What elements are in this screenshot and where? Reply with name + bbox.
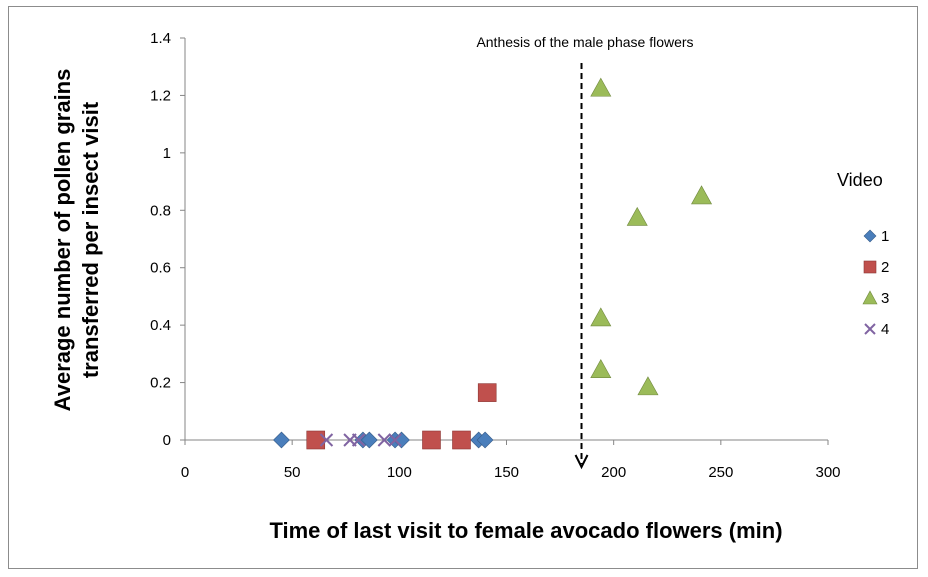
- y-tick-label: 1: [163, 145, 171, 162]
- y-axis-ticks: 0 0.2 0.4 0.6 0.8 1 1.2 1.4: [150, 30, 185, 449]
- y-axis-title-line-2: transferred per insect visit: [78, 101, 103, 378]
- y-tick-label: 0.2: [150, 375, 171, 392]
- x-tick-label: 0: [181, 464, 189, 481]
- x-tick-label: 150: [494, 464, 519, 481]
- y-tick-label: 0.6: [150, 260, 171, 277]
- data-point-series-2: [306, 430, 326, 450]
- x-tick-label: 300: [815, 464, 840, 481]
- anthesis-arrowhead: [574, 454, 589, 470]
- legend-marker-4: [864, 323, 876, 335]
- legend-title: Video: [837, 170, 883, 190]
- data-point-series-3: [590, 307, 612, 327]
- data-point-series-3: [590, 77, 612, 97]
- x-tick-label: 50: [284, 464, 301, 481]
- legend-label-1: 1: [881, 228, 889, 245]
- y-tick-label: 1.4: [150, 30, 171, 47]
- y-axis-title-line-1: Average number of pollen grains: [50, 69, 75, 412]
- data-point-series-2: [452, 430, 471, 450]
- data-point-series-1: [476, 431, 494, 449]
- legend-label-3: 3: [881, 290, 889, 307]
- legend-marker-2: [863, 260, 877, 274]
- data-point-series-2: [477, 383, 497, 402]
- data-point-series-1: [273, 431, 290, 449]
- x-axis-title: Time of last visit to female avocado flo…: [269, 518, 782, 543]
- data-points: [273, 77, 713, 450]
- data-point-series-4: [388, 433, 402, 447]
- data-point-series-4: [351, 433, 366, 447]
- legend-marker-1: [863, 229, 877, 243]
- x-axis-ticks: 0 50 100 150 200 250 300: [181, 440, 841, 481]
- x-tick-label: 200: [601, 464, 626, 481]
- anthesis-annotation: Anthesis of the male phase flowers: [476, 34, 693, 50]
- data-point-series-1: [393, 431, 410, 449]
- legend-label-4: 4: [881, 321, 889, 338]
- legend: 1 2 3 4: [862, 228, 889, 338]
- data-point-series-2: [422, 430, 441, 450]
- legend-marker-3: [862, 290, 878, 305]
- chart-frame: [8, 6, 918, 569]
- data-point-series-4: [319, 433, 334, 447]
- data-point-series-3: [590, 359, 612, 378]
- y-tick-label: 0: [163, 432, 171, 449]
- data-point-series-3: [637, 376, 659, 396]
- legend-label-2: 2: [881, 259, 889, 276]
- data-point-series-3: [626, 206, 648, 226]
- data-point-series-4: [377, 433, 392, 447]
- x-tick-label: 250: [708, 464, 733, 481]
- y-tick-label: 1.2: [150, 87, 171, 104]
- y-tick-label: 0.8: [150, 202, 171, 219]
- data-point-series-3: [691, 185, 713, 205]
- data-point-series-1: [360, 431, 378, 449]
- y-tick-label: 0.4: [150, 317, 171, 334]
- x-tick-label: 100: [387, 464, 412, 481]
